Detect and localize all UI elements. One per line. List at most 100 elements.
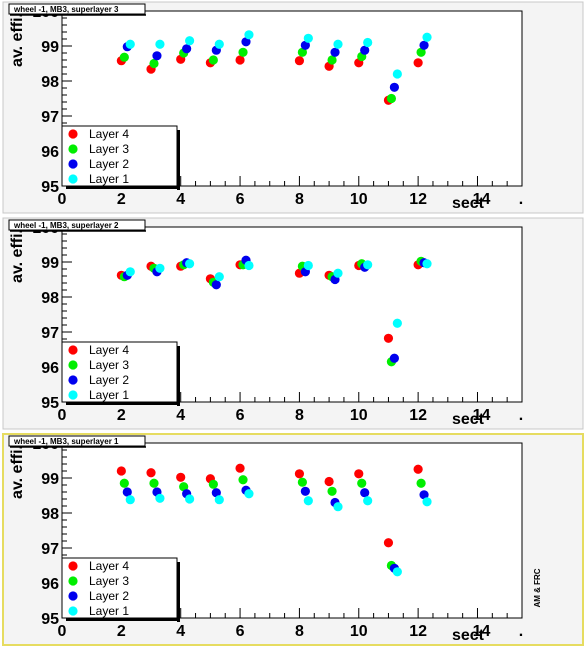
x-tick-label: 2 — [117, 191, 126, 208]
x-tick-label: 10 — [350, 623, 368, 640]
legend-entry: Layer 1 — [89, 172, 129, 186]
x-tick-label: 8 — [295, 623, 304, 640]
x-tick-label: 10 — [350, 191, 368, 208]
data-point — [419, 490, 429, 500]
side-note: AM & FRC — [533, 568, 542, 607]
y-tick-label: 96 — [41, 144, 59, 161]
data-point — [363, 496, 373, 506]
data-point — [122, 487, 132, 497]
x-tick-label: 10 — [350, 407, 368, 424]
panel-title: wheel -1, MB3, superlayer 3 — [13, 5, 119, 14]
data-point — [235, 463, 245, 473]
legend-marker — [68, 576, 78, 586]
y-tick-label: 95 — [41, 179, 59, 196]
data-point — [383, 333, 394, 343]
data-point — [303, 260, 313, 271]
data-point — [149, 58, 159, 69]
data-point — [422, 259, 432, 269]
data-point — [238, 475, 248, 485]
series-4 — [125, 259, 432, 328]
legend-shadow-bottom — [66, 618, 180, 621]
x-axis-title: sect — [452, 411, 485, 428]
data-point — [244, 489, 254, 499]
data-point — [333, 39, 343, 49]
legend-marker — [68, 606, 78, 616]
legend-marker — [68, 129, 78, 139]
x-tick-label: 0 — [58, 407, 67, 424]
legend-entry: Layer 1 — [89, 604, 129, 618]
x-tick-label: 0 — [58, 191, 67, 208]
data-point — [294, 469, 305, 479]
legend-shadow-right — [177, 562, 180, 622]
data-point — [244, 260, 254, 271]
data-point — [116, 466, 126, 476]
legend-entry: Layer 3 — [89, 574, 129, 588]
data-point — [208, 479, 218, 489]
data-point — [363, 37, 373, 48]
data-point — [333, 502, 343, 512]
data-point — [182, 44, 192, 54]
panel-title: wheel -1, MB3, superlayer 2 — [13, 221, 119, 230]
legend-marker — [68, 375, 78, 385]
legend-marker — [68, 345, 78, 355]
legend-entry: Layer 3 — [89, 358, 129, 372]
data-point — [413, 58, 423, 68]
data-point — [363, 260, 373, 270]
x-tick-label: 6 — [236, 623, 245, 640]
legend-entry: Layer 1 — [89, 388, 129, 402]
data-point — [327, 55, 337, 65]
series-1 — [116, 463, 423, 548]
y-tick-label: 98 — [41, 290, 59, 307]
data-point — [300, 40, 310, 50]
data-point — [294, 56, 305, 66]
data-point — [211, 488, 221, 498]
data-point — [155, 493, 165, 503]
y-tick-label: 97 — [41, 541, 59, 558]
data-point — [185, 259, 195, 269]
x-tick-label: 0 — [58, 623, 67, 640]
x-tick-label: 6 — [236, 407, 245, 424]
legend-marker — [68, 390, 78, 400]
x-tick-label: 8 — [295, 407, 304, 424]
x-tick-label: 4 — [176, 191, 185, 208]
y-tick-label: 96 — [41, 576, 59, 593]
x-tick-label: 2 — [117, 407, 126, 424]
y-tick-label: 95 — [41, 395, 59, 412]
data-point — [422, 32, 432, 42]
data-point — [333, 268, 343, 278]
data-point — [125, 495, 135, 505]
data-point — [422, 497, 432, 507]
panel-title-box — [8, 219, 146, 231]
x-tick-label: 14 — [473, 407, 491, 424]
data-point — [354, 469, 364, 479]
x-tick-label: 4 — [176, 407, 185, 424]
x-tick-label: 4 — [176, 623, 185, 640]
legend-entry: Layer 4 — [89, 127, 129, 141]
data-point — [155, 39, 165, 49]
data-point — [152, 51, 162, 61]
y-axis-title: av. effi. — [9, 445, 26, 499]
data-point — [300, 486, 310, 496]
legend-marker — [68, 159, 78, 169]
data-point — [149, 478, 159, 488]
legend-shadow-bottom — [66, 402, 180, 405]
data-point — [214, 495, 224, 505]
legend-entry: Layer 4 — [89, 559, 129, 573]
data-point — [297, 47, 307, 57]
data-point — [125, 267, 135, 277]
data-point — [360, 45, 370, 55]
legend-marker — [68, 561, 78, 571]
x-tick-label: 6 — [236, 191, 245, 208]
series-4 — [125, 30, 432, 79]
series-4 — [125, 489, 432, 577]
data-point — [185, 494, 195, 504]
x-axis-end-mark: . — [519, 191, 523, 208]
data-point — [392, 318, 402, 328]
data-point — [389, 353, 399, 363]
data-point — [389, 82, 399, 92]
legend-entry: Layer 4 — [89, 343, 129, 357]
data-point — [214, 272, 224, 282]
data-point — [125, 39, 135, 49]
